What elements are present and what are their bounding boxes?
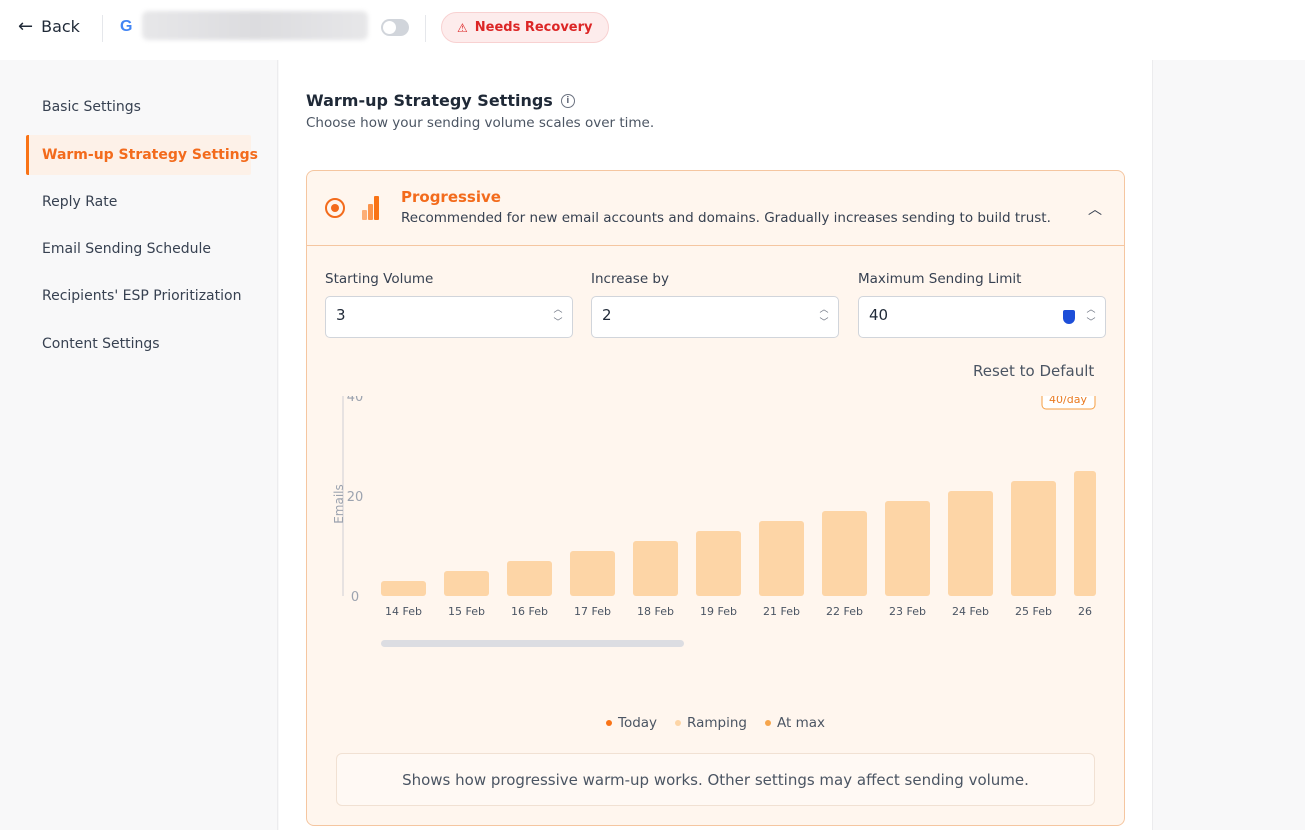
chart-bar	[948, 491, 993, 596]
sidebar-item-label[interactable]: Warm-up Strategy Settings	[42, 147, 258, 163]
x-tick-label: 21 Feb	[763, 605, 800, 618]
chart-bar	[633, 541, 678, 596]
bar-chart-icon	[362, 196, 384, 220]
divider	[102, 15, 103, 42]
x-tick-label: 19 Feb	[700, 605, 737, 618]
chart-scrollbar	[381, 640, 684, 647]
sidebar-item-content-settings[interactable]: Content Settings	[42, 336, 160, 352]
y-tick-label: 20	[347, 490, 364, 505]
max-limit-input[interactable]	[869, 306, 1049, 324]
chevron-up-icon[interactable]: ︿	[1088, 202, 1102, 218]
stepper-icon[interactable]: ︿ ﹀	[819, 305, 829, 328]
toggle-knob	[383, 21, 396, 34]
strategy-card-header[interactable]: Progressive Recommended for new email ac…	[307, 171, 1124, 246]
stepper-icon[interactable]: ︿ ﹀	[1086, 305, 1096, 328]
legend-item-ramping: Ramping	[675, 715, 747, 731]
increase-by-field[interactable]: ︿﹀	[591, 296, 839, 338]
account-email-redacted	[142, 11, 368, 40]
chart-bar	[1011, 481, 1056, 596]
chart-legend: Today Ramping At max	[307, 715, 1124, 731]
chart-bar	[696, 531, 741, 596]
status-badge[interactable]: ⚠ Needs Recovery	[441, 12, 609, 43]
x-tick-label: 22 Feb	[826, 605, 863, 618]
chart-bar	[444, 571, 489, 596]
chart-bar	[759, 521, 804, 596]
legend-item-today: Today	[606, 715, 657, 731]
x-tick-label: 25 Feb	[1015, 605, 1052, 618]
increase-by-label: Increase by	[591, 271, 669, 287]
starting-volume-label: Starting Volume	[325, 271, 434, 287]
chart-bar	[570, 551, 615, 596]
legend-item-at-max: At max	[765, 715, 825, 731]
section-title: Warm-up Strategy Settings i	[306, 91, 575, 110]
x-tick-label: 14 Feb	[385, 605, 422, 618]
x-tick-label: 24 Feb	[952, 605, 989, 618]
y-tick-label: 0	[351, 590, 359, 605]
starting-volume-input[interactable]	[336, 306, 516, 324]
strategy-radio[interactable]	[325, 198, 345, 218]
chart-bar	[885, 501, 930, 596]
max-limit-label: Maximum Sending Limit	[858, 271, 1022, 287]
google-icon: G	[120, 18, 133, 35]
progressive-strategy-card: Progressive Recommended for new email ac…	[306, 170, 1125, 826]
max-limit-label: 40/day	[1049, 396, 1087, 406]
chart-note: Shows how progressive warm-up works. Oth…	[336, 753, 1095, 806]
chart-bar	[1074, 471, 1096, 596]
stepper-icon[interactable]: ︿ ﹀	[553, 305, 563, 328]
info-icon[interactable]: i	[560, 93, 575, 108]
sidebar-item-warmup-strategy[interactable]	[26, 135, 251, 175]
increase-by-input[interactable]	[602, 306, 782, 324]
sidebar-item-reply-rate[interactable]: Reply Rate	[42, 194, 118, 210]
chart-bar	[381, 581, 426, 596]
back-label: Back	[41, 17, 80, 36]
top-bar: ← Back G ⚠ Needs Recovery	[0, 0, 1305, 60]
starting-volume-field[interactable]: ︿﹀	[325, 296, 573, 338]
strategy-description: Recommended for new email accounts and d…	[401, 210, 1051, 226]
divider	[425, 15, 426, 42]
strategy-name: Progressive	[401, 188, 501, 206]
settings-sidebar: Basic Settings Warm-up Strategy Settings…	[0, 60, 278, 830]
x-tick-label: 16 Feb	[511, 605, 548, 618]
main-content: Warm-up Strategy Settings i Choose how y…	[279, 60, 1152, 830]
x-tick-label: 26	[1078, 605, 1092, 618]
account-toggle[interactable]	[381, 19, 409, 36]
radio-dot	[331, 204, 339, 212]
max-limit-tag	[1041, 396, 1096, 410]
section-subtitle: Choose how your sending volume scales ov…	[306, 115, 655, 131]
sidebar-item-basic-settings[interactable]: Basic Settings	[42, 99, 141, 115]
y-axis-label: Emails	[332, 484, 346, 524]
warning-icon: ⚠	[457, 20, 468, 35]
chart-bar	[822, 511, 867, 596]
arrow-left-icon: ←	[18, 15, 34, 37]
y-tick-label: 40	[347, 396, 364, 405]
back-button[interactable]: ← Back	[18, 17, 80, 36]
chart-bar	[507, 561, 552, 596]
x-tick-label: 15 Feb	[448, 605, 485, 618]
sidebar-item-email-sending-schedule[interactable]: Email Sending Schedule	[42, 241, 211, 257]
x-tick-label: 18 Feb	[637, 605, 674, 618]
shield-icon	[1063, 310, 1075, 324]
x-tick-label: 23 Feb	[889, 605, 926, 618]
sidebar-item-esp-prioritization[interactable]: Recipients' ESP Prioritization	[42, 288, 242, 304]
status-badge-label: Needs Recovery	[474, 20, 593, 35]
warmup-volume-chart: 0 20 40 Emails 14 Feb 15 Feb 16 Feb 17 Feb 18 Fe…	[332, 396, 1096, 647]
max-limit-field[interactable]: ︿﹀	[858, 296, 1106, 338]
x-tick-label: 17 Feb	[574, 605, 611, 618]
right-gutter	[1152, 60, 1305, 830]
reset-to-default-button[interactable]: Reset to Default	[973, 362, 1095, 380]
